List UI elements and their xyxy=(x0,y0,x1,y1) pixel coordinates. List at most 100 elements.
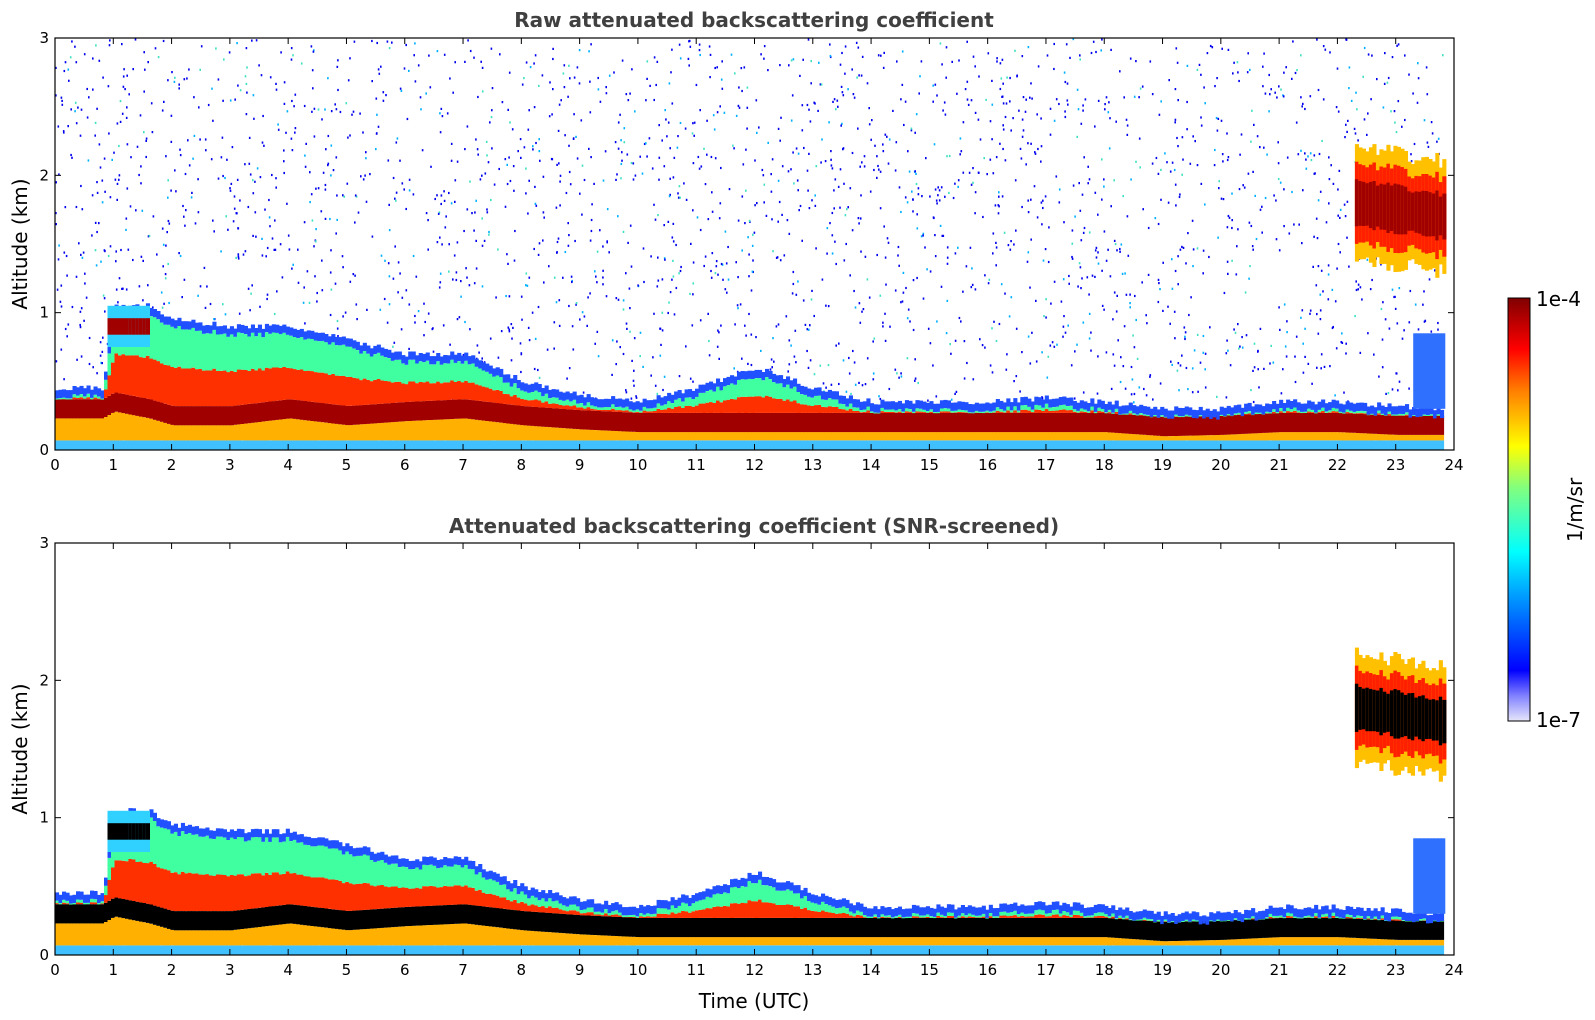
layer-cell xyxy=(541,426,546,441)
layer-cell xyxy=(695,440,700,450)
noise-point xyxy=(1123,325,1126,328)
layer-cell xyxy=(894,412,899,433)
noise-point xyxy=(1036,113,1038,116)
layer-cell xyxy=(544,385,549,394)
noise-point xyxy=(950,352,952,355)
noise-point xyxy=(830,164,833,167)
layer-cell xyxy=(502,423,507,441)
layer-cell xyxy=(257,324,262,333)
noise-point xyxy=(143,131,145,134)
noise-point xyxy=(274,248,277,251)
noise-point xyxy=(937,186,939,189)
noise-point xyxy=(79,326,82,329)
noise-point xyxy=(386,321,389,324)
layer-cell xyxy=(1027,410,1032,413)
layer-cell xyxy=(761,440,766,450)
layer-cell xyxy=(1027,406,1032,411)
layer-cell xyxy=(282,367,287,400)
noise-point xyxy=(869,190,872,193)
noise-point xyxy=(1315,284,1318,287)
layer-cell xyxy=(1149,408,1154,417)
layer-cell xyxy=(758,412,763,433)
noise-point xyxy=(727,245,729,249)
layer-cell xyxy=(100,418,105,441)
layer-cell xyxy=(768,396,773,413)
noise-point xyxy=(573,76,576,79)
noise-point xyxy=(356,318,358,321)
layer-cell xyxy=(261,402,266,422)
layer-cell xyxy=(1156,440,1161,450)
layer-cell xyxy=(1100,412,1105,433)
noise-point xyxy=(940,285,943,288)
noise-point xyxy=(222,99,224,102)
noise-point xyxy=(1030,238,1032,241)
noise-point xyxy=(1087,182,1089,185)
layer-cell xyxy=(772,412,777,433)
noise-point xyxy=(1174,88,1177,91)
layer-cell xyxy=(730,412,735,433)
noise-point xyxy=(1409,289,1412,293)
layer-cell xyxy=(1009,402,1014,411)
layer-cell xyxy=(691,440,696,450)
noise-point xyxy=(668,82,671,85)
noise-point xyxy=(587,296,589,299)
noise-point xyxy=(394,245,396,248)
layer-cell xyxy=(1419,415,1424,435)
noise-point xyxy=(64,327,67,331)
layer-cell xyxy=(408,359,413,382)
layer-cell xyxy=(705,412,710,433)
layer-cell xyxy=(261,421,266,441)
layer-cell xyxy=(985,402,990,411)
noise-point xyxy=(1078,262,1081,265)
layer-cell xyxy=(999,412,1004,433)
layer-cell xyxy=(1023,440,1028,450)
layer-cell xyxy=(1303,403,1308,412)
noise-point xyxy=(1063,221,1065,224)
layer-cell xyxy=(765,432,770,441)
layer-cell xyxy=(324,403,329,423)
layer-cell xyxy=(999,440,1004,450)
noise-point xyxy=(1079,54,1081,57)
noise-point xyxy=(807,38,810,41)
layer-cell xyxy=(320,332,325,341)
noise-point xyxy=(1123,96,1125,99)
layer-cell xyxy=(1076,412,1081,433)
layer-cell xyxy=(72,397,77,400)
layer-cell xyxy=(142,440,147,450)
layer-cell xyxy=(1205,408,1210,417)
noise-point xyxy=(1070,364,1073,367)
layer-cell xyxy=(772,373,777,383)
layer-cell xyxy=(65,440,70,450)
layer-cell xyxy=(876,440,881,450)
layer-cell xyxy=(467,399,472,419)
layer-cell xyxy=(1111,432,1116,441)
layer-cell xyxy=(936,432,941,441)
layer-cell xyxy=(635,412,640,432)
layer-cell xyxy=(303,401,308,421)
noise-point xyxy=(1027,199,1029,202)
noise-point xyxy=(1192,248,1195,251)
noise-point xyxy=(369,173,371,176)
noise-point xyxy=(1174,183,1177,186)
noise-point xyxy=(324,217,327,220)
layer-cell xyxy=(789,412,794,433)
noise-point xyxy=(710,155,713,159)
layer-cell xyxy=(285,334,290,368)
layer-cell xyxy=(779,432,784,441)
layer-cell xyxy=(422,440,427,450)
layer-cell xyxy=(576,440,581,450)
layer-cell xyxy=(1321,412,1326,433)
layer-cell xyxy=(76,440,81,450)
noise-point xyxy=(315,240,317,243)
layer-cell xyxy=(1181,408,1186,417)
noise-point xyxy=(116,182,119,185)
layer-cell xyxy=(810,397,815,406)
noise-point xyxy=(1257,350,1259,353)
layer-cell xyxy=(467,419,472,441)
layer-cell xyxy=(1296,440,1301,450)
noise-point xyxy=(673,156,676,159)
layer-cell xyxy=(121,354,126,394)
layer-cell xyxy=(62,418,67,441)
layer-cell xyxy=(492,376,497,391)
noise-point xyxy=(590,156,592,159)
